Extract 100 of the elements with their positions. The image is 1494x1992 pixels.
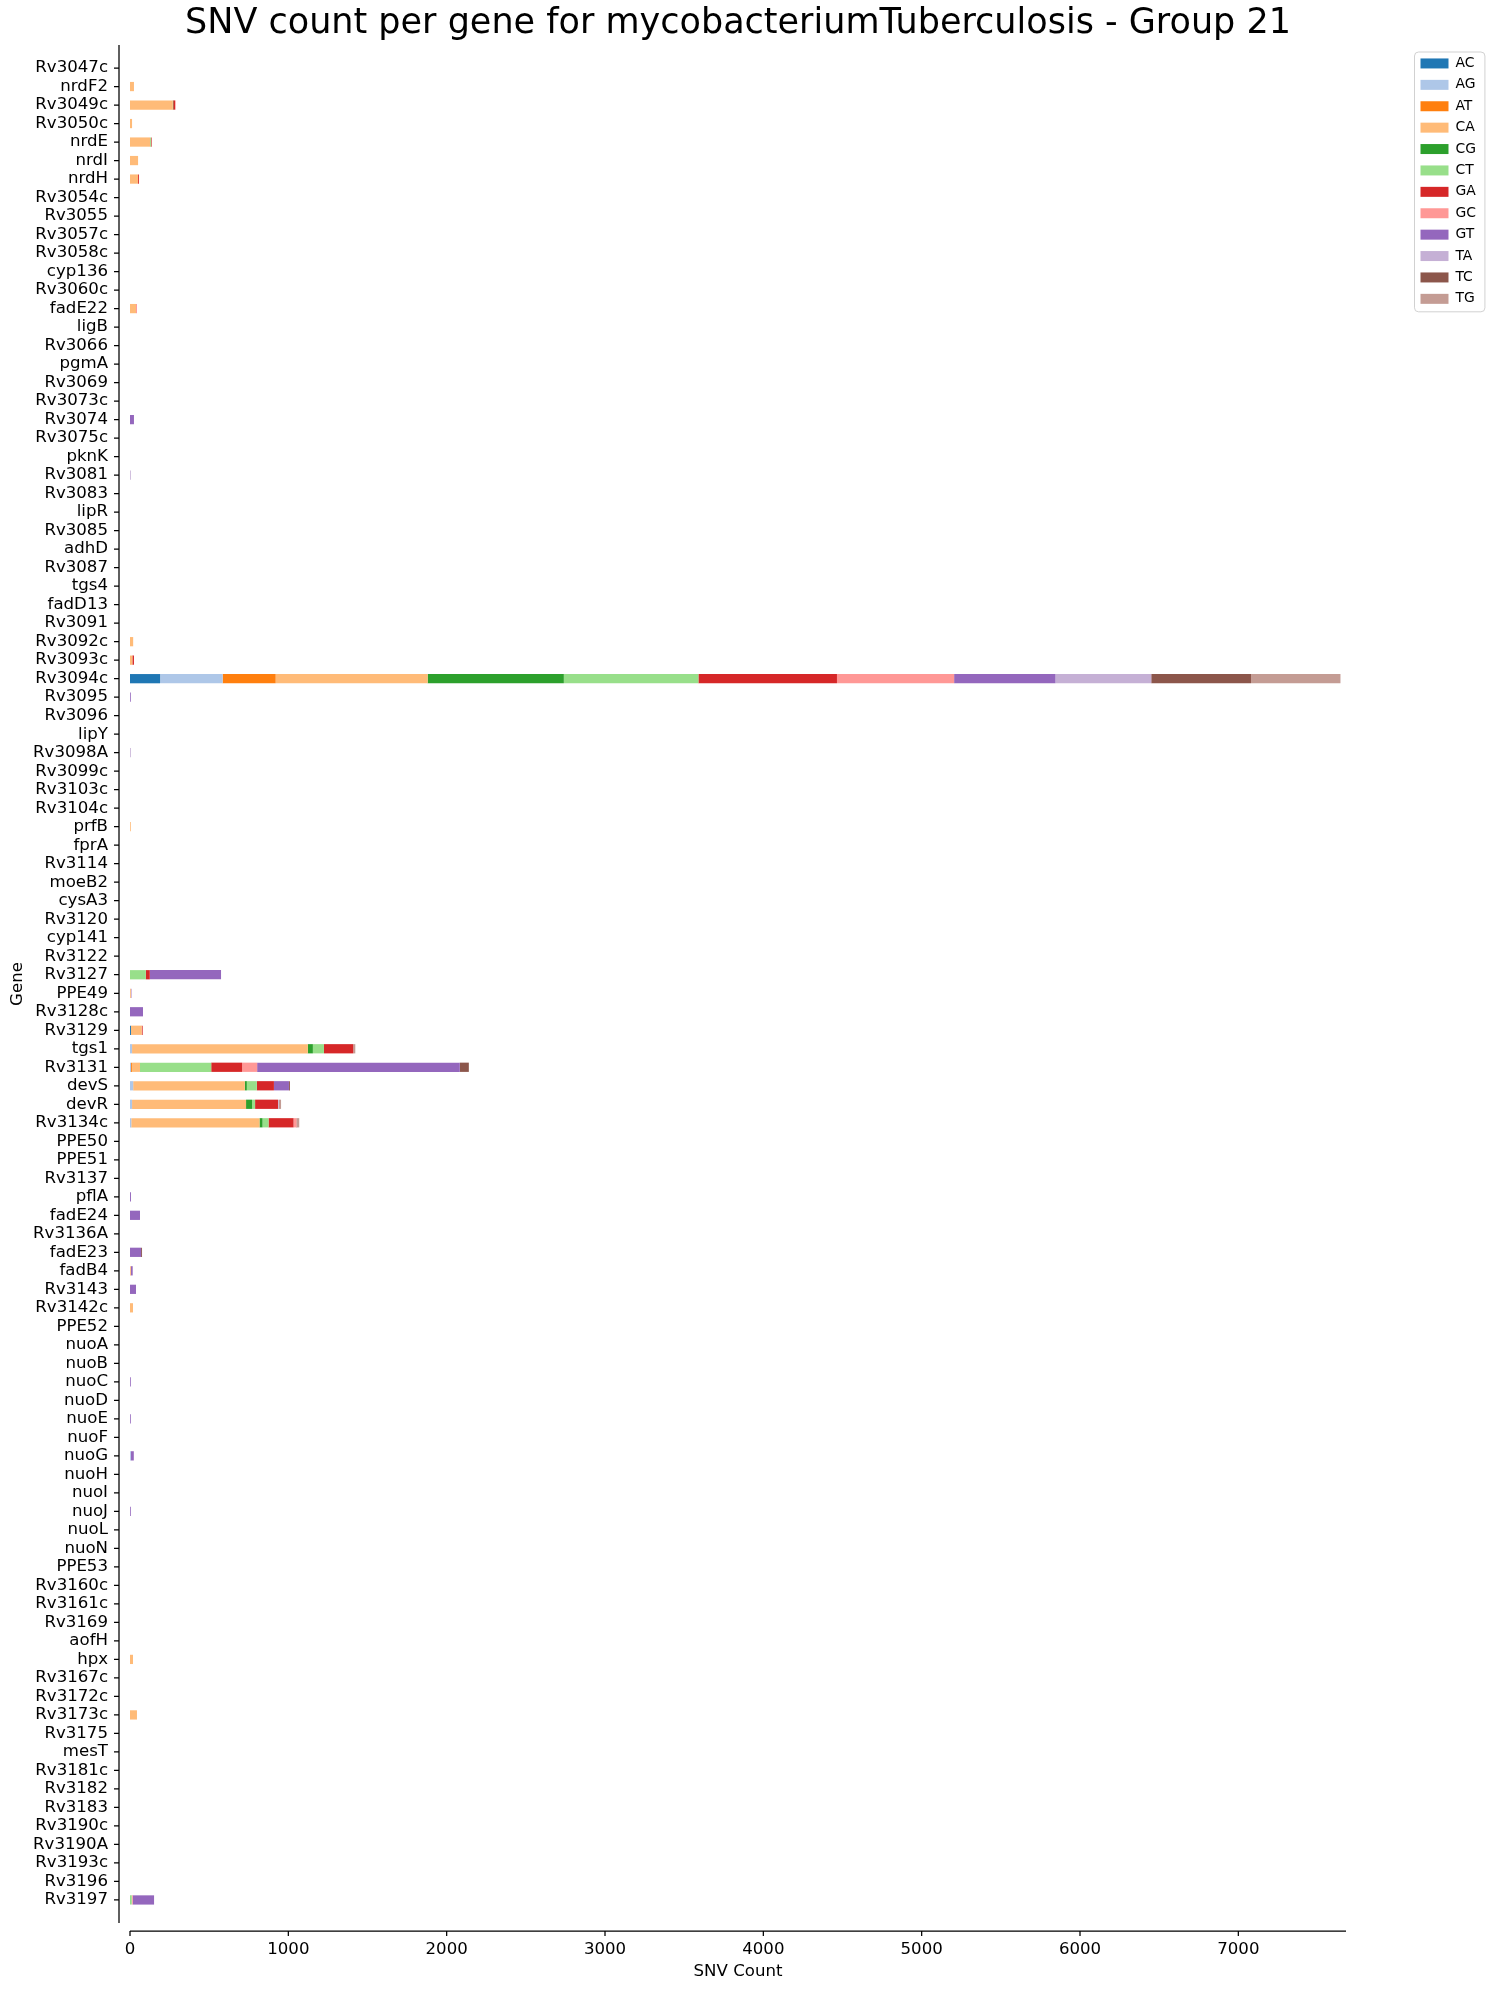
legend-label: AG (1455, 75, 1476, 92)
y-tick-label: Rv3060c (35, 279, 108, 299)
y-tick-label: fadD13 (47, 593, 108, 613)
y-tick-label: nuoA (65, 1334, 109, 1354)
y-tick-label: tgs1 (71, 1038, 108, 1058)
y-tick-label: Rv3182 (44, 1778, 108, 1798)
y-tick-label: devS (66, 1075, 108, 1095)
y-tick-label: Rv3092c (35, 630, 108, 650)
y-tick-label: devR (65, 1093, 109, 1113)
y-tick-label: nrdE (69, 131, 108, 151)
y-tick-label: nuoC (65, 1371, 108, 1391)
legend-label: CT (1455, 161, 1475, 178)
legend-label: AT (1455, 96, 1473, 113)
y-tick-label: Rv3197 (44, 1889, 108, 1909)
y-tick-label: Rv3190A (33, 1833, 109, 1853)
y-tick-label: Rv3093c (35, 649, 108, 669)
y-tick-label: nuoF (67, 1426, 108, 1446)
y-tick-label: cyp136 (46, 260, 108, 280)
y-tick-label: nuoJ (71, 1500, 108, 1520)
y-tick-label: Rv3173c (35, 1704, 108, 1724)
y-tick-label: Rv3161c (35, 1593, 108, 1613)
x-tick-label: 1000 (267, 1938, 310, 1958)
legend-label: AC (1455, 54, 1475, 71)
y-tick-label: Rv3175 (44, 1722, 108, 1742)
y-tick-label: Rv3196 (44, 1870, 108, 1890)
y-tick-label: Rv3131 (44, 1056, 108, 1076)
y-tick-label: nuoE (66, 1408, 108, 1428)
y-tick-label: tgs4 (71, 575, 108, 595)
y-tick-label: mesT (62, 1741, 109, 1761)
y-tick-label: nuoB (65, 1352, 108, 1372)
y-tick-label: Rv3169 (44, 1611, 108, 1631)
legend-label: CA (1455, 118, 1476, 135)
y-tick-label: Rv3134c (35, 1112, 108, 1132)
y-tick-label: Rv3069 (44, 371, 108, 391)
y-tick-label: Rv3103c (35, 779, 108, 799)
y-tick-label: PPE53 (56, 1556, 108, 1576)
legend-label: GT (1455, 225, 1475, 242)
y-tick-label: Rv3081 (44, 464, 108, 484)
y-tick-label: adhD (64, 538, 108, 558)
y-tick-label: Rv3049c (35, 94, 108, 114)
legend-label: GA (1455, 182, 1477, 199)
y-tick-label: Rv3054c (35, 186, 108, 206)
legend-label: TC (1454, 268, 1473, 285)
x-tick-label: 6000 (1058, 1938, 1102, 1958)
y-tick-label: nuoN (64, 1537, 108, 1557)
x-tick-label: 5000 (900, 1938, 943, 1958)
y-tick-label: Rv3122 (44, 945, 108, 965)
y-tick-label: lipR (76, 501, 109, 521)
x-tick-label: 2000 (425, 1938, 468, 1958)
y-tick-label: Rv3075c (35, 427, 108, 447)
y-tick-label: fadE23 (49, 1241, 108, 1261)
y-tick-label: Rv3057c (35, 223, 108, 243)
y-tick-label: hpx (77, 1648, 109, 1668)
legend-label: TG (1454, 289, 1475, 306)
y-tick-label: Rv3095 (44, 686, 108, 706)
y-tick-label: Rv3085 (44, 519, 108, 539)
y-tick-label: moeB2 (49, 871, 108, 891)
y-tick-label: PPE52 (56, 1315, 108, 1335)
y-tick-label: nrdH (67, 168, 108, 188)
y-axis-title: Gene (7, 962, 27, 1006)
y-tick-label: ligB (76, 316, 108, 336)
y-tick-label: aofH (69, 1630, 108, 1650)
x-tick-label: 3000 (583, 1938, 627, 1958)
y-tick-label: nuoD (64, 1389, 108, 1409)
y-tick-label: prfB (73, 816, 108, 836)
y-tick-label: Rv3160c (35, 1574, 108, 1594)
y-tick-label: Rv3083 (44, 482, 108, 502)
y-tick-label: pgmA (59, 353, 109, 373)
y-tick-label: Rv3167c (35, 1667, 108, 1687)
x-tick-label: 4000 (742, 1938, 785, 1958)
y-tick-label: nrdI (75, 149, 108, 169)
x-axis-title: SNV Count (693, 1961, 783, 1981)
y-tick-label: nuoL (67, 1519, 109, 1539)
y-tick-label: Rv3091 (44, 612, 108, 632)
x-tick-label: 0 (124, 1938, 136, 1958)
y-tick-label: Rv3104c (35, 797, 108, 817)
y-tick-label: Rv3094c (35, 667, 108, 687)
legend-label: TA (1454, 246, 1473, 263)
y-tick-label: Rv3114 (44, 853, 108, 873)
y-tick-label: Rv3099c (35, 760, 108, 780)
y-tick-label: Rv3127 (44, 964, 108, 984)
y-tick-label: fadE24 (49, 1204, 108, 1224)
y-tick-label: nuoG (63, 1445, 108, 1465)
y-tick-label: Rv3073c (35, 390, 108, 410)
y-tick-label: Rv3181c (35, 1759, 108, 1779)
y-tick-label: Rv3193c (35, 1852, 108, 1872)
y-tick-label: Rv3050c (35, 112, 108, 132)
y-tick-label: PPE51 (56, 1149, 108, 1169)
y-tick-label: PPE50 (56, 1130, 108, 1150)
y-tick-label: Rv3066 (44, 334, 108, 354)
y-tick-label: Rv3074 (44, 408, 108, 428)
y-tick-label: nuoI (71, 1482, 108, 1502)
y-tick-label: Rv3087 (44, 556, 108, 576)
y-tick-label: cysA3 (58, 890, 108, 910)
y-tick-label: pknK (66, 445, 110, 465)
legend-label: CG (1455, 139, 1476, 156)
chart-title: SNV count per gene for mycobacteriumTuberculosis - Group 21 (185, 1, 1291, 42)
y-tick-label: lipY (78, 723, 109, 743)
y-tick-label: Rv3096 (44, 705, 108, 724)
y-tick-label: nrdF2 (60, 75, 108, 95)
